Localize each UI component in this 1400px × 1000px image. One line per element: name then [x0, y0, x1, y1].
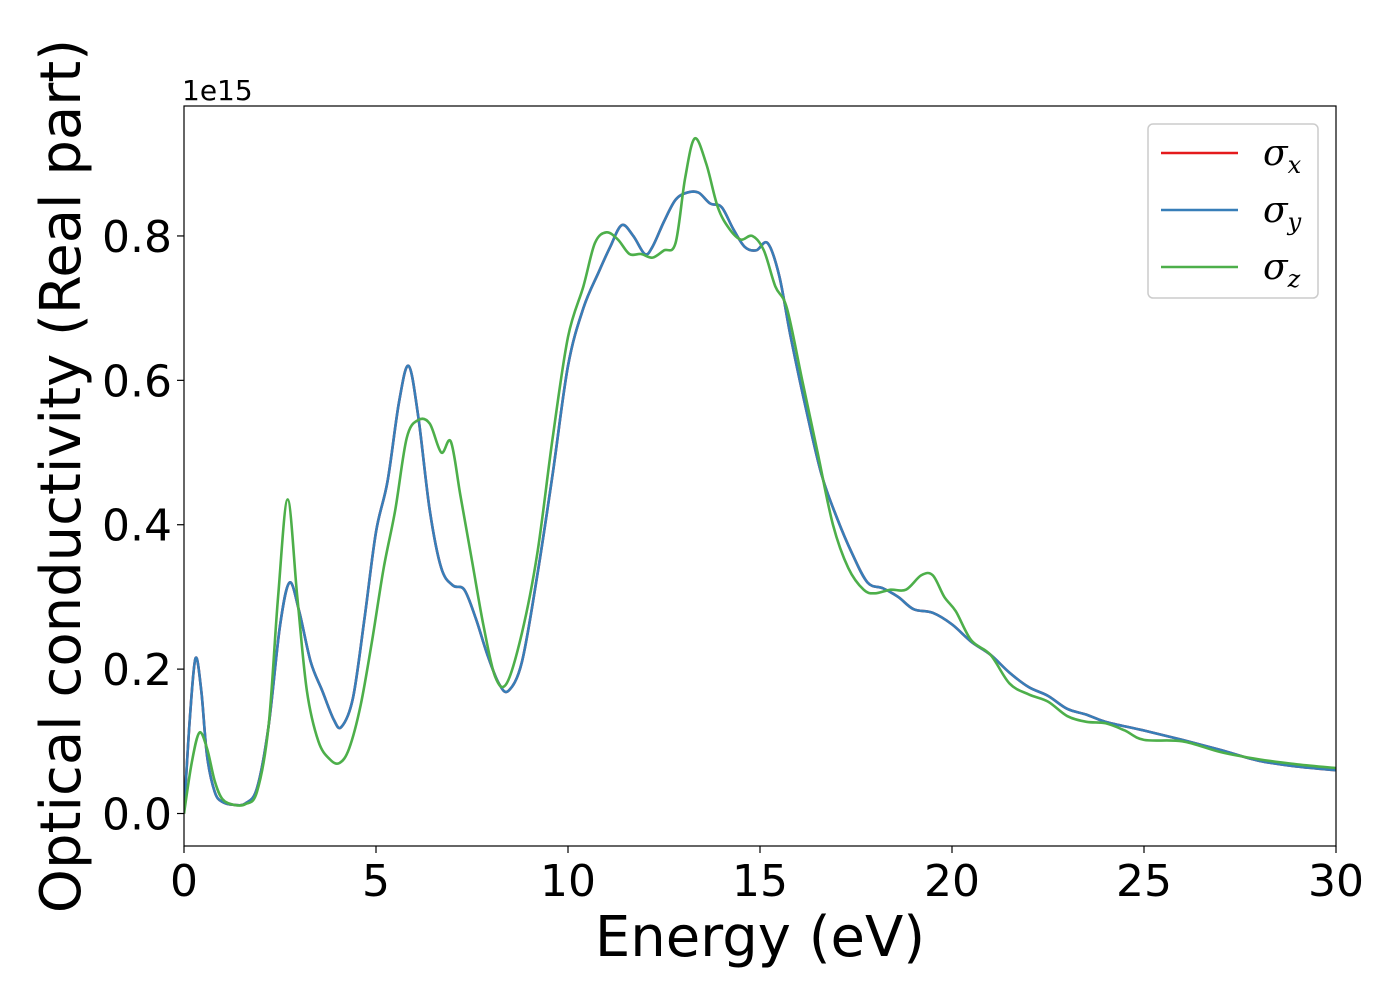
series-line-z: [184, 137, 1336, 814]
x-axis: 0 5 10 15 20 25 30: [170, 846, 1364, 907]
y-axis-label: Optical conductivity (Real part): [29, 39, 94, 913]
y-axis: 0.0 0.2 0.4 0.6 0.8: [102, 212, 184, 841]
y-offset-label: 1e15: [182, 74, 253, 107]
y-tick-label: 0.6: [102, 356, 172, 407]
x-tick-label: 20: [924, 856, 980, 907]
y-tick-label: 0.0: [102, 790, 172, 841]
legend-label-z: σz: [1263, 247, 1301, 293]
x-tick-label: 5: [362, 856, 390, 907]
y-tick-label: 0.2: [102, 645, 172, 696]
series-group: [184, 137, 1336, 814]
y-tick-label: 0.8: [102, 212, 172, 263]
x-tick-label: 15: [732, 856, 788, 907]
x-tick-label: 25: [1116, 856, 1172, 907]
y-tick-label: 0.4: [102, 501, 172, 552]
legend-label-y: σy: [1263, 190, 1302, 236]
legend: σx σy σz: [1147, 123, 1319, 299]
x-axis-label: Energy (eV): [595, 905, 925, 970]
legend-label-x: σx: [1263, 133, 1302, 179]
x-tick-label: 10: [540, 856, 596, 907]
x-tick-label: 30: [1308, 856, 1364, 907]
x-tick-label: 0: [170, 856, 198, 907]
